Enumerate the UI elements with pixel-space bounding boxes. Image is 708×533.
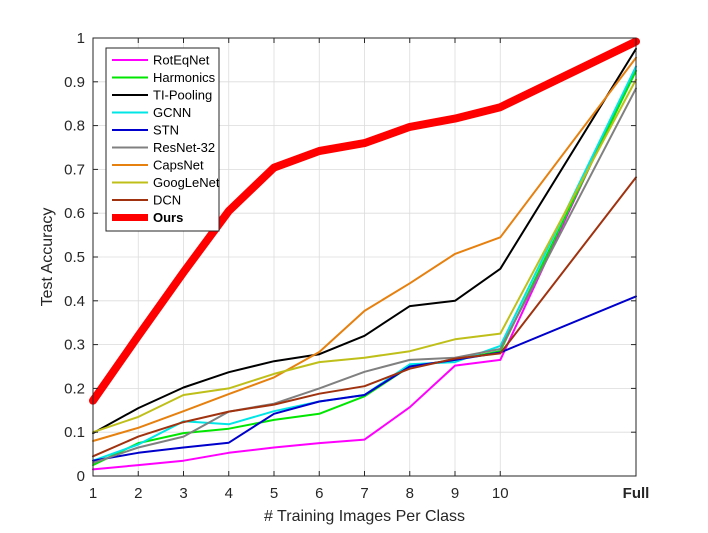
legend-label-dcn: DCN <box>153 193 181 208</box>
x-ticks: 1 2 3 4 5 6 7 8 9 10 Full <box>89 38 650 502</box>
x-tick-label: 4 <box>225 485 233 502</box>
y-tick-label: 0.4 <box>64 293 85 310</box>
series-line-ti-pooling <box>92 47 637 435</box>
y-tick-label: 1 <box>77 30 85 47</box>
x-tick-label: 9 <box>451 485 459 502</box>
x-tick-label: 1 <box>89 485 97 502</box>
series-line-roteqnet <box>92 65 637 471</box>
x-tick-label: Full <box>623 485 650 502</box>
series-line-ours <box>89 37 640 405</box>
y-tick-label: 0.6 <box>64 205 85 222</box>
x-tick-label: 6 <box>315 485 323 502</box>
series-line-dcn <box>92 176 637 458</box>
legend-label-gcnn: GCNN <box>153 105 191 120</box>
series-line-resnet-32 <box>92 87 637 464</box>
y-tick-label: 0.2 <box>64 380 85 397</box>
series-line-googlenet <box>92 78 637 434</box>
y-tick-label: 0 <box>77 468 85 485</box>
y-tick-label: 0.7 <box>64 161 85 178</box>
x-tick-label: 8 <box>406 485 414 502</box>
legend-label-resnet-32: ResNet-32 <box>153 140 215 155</box>
legend-label-googlenet: GoogLeNet <box>153 175 220 190</box>
series-line-capsnet <box>92 56 637 442</box>
y-tick-label: 0.5 <box>64 249 85 266</box>
x-tick-label: 3 <box>179 485 187 502</box>
x-axis-label: # Training Images Per Class <box>264 508 465 525</box>
legend-label-stn: STN <box>153 123 179 138</box>
legend-label-capsnet: CapsNet <box>153 158 204 173</box>
x-tick-label: 10 <box>492 485 509 502</box>
series-lines <box>89 37 640 471</box>
y-ticks: 0 0.1 0.2 0.3 0.4 0.5 0.6 0.7 0.8 0.9 1 <box>64 30 636 485</box>
y-tick-label: 0.3 <box>64 337 85 354</box>
legend: RotEqNet Harmonics TI-Pooling GCNN STN ResNet… <box>105 47 220 232</box>
x-tick-label: 7 <box>360 485 368 502</box>
legend-label-roteqnet: RotEqNet <box>153 53 210 68</box>
y-tick-label: 0.1 <box>64 424 85 441</box>
y-tick-label: 0.8 <box>64 118 85 135</box>
y-axis-label: Test Accuracy <box>39 208 56 307</box>
legend-label-ours: Ours <box>153 210 183 225</box>
x-tick-label: 2 <box>134 485 142 502</box>
legend-label-harmonics: Harmonics <box>153 70 216 85</box>
y-tick-label: 0.9 <box>64 74 85 91</box>
legend-label-ti-pooling: TI-Pooling <box>153 88 212 103</box>
x-tick-label: 5 <box>270 485 278 502</box>
